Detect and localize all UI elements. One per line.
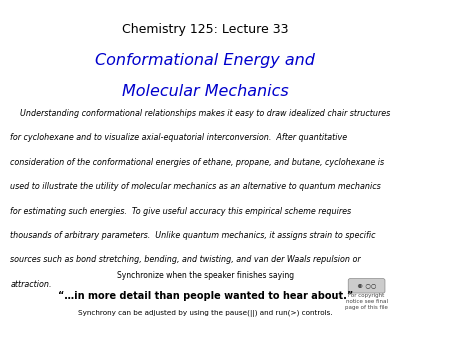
Text: used to illustrate the utility of molecular mechanics as an alternative to quant: used to illustrate the utility of molecu…: [10, 182, 381, 191]
Text: Molecular Mechanics: Molecular Mechanics: [122, 83, 289, 98]
Text: for cyclohexane and to visualize axial-equatorial interconversion.  After quanti: for cyclohexane and to visualize axial-e…: [10, 133, 347, 142]
Text: thousands of arbitrary parameters.  Unlike quantum mechanics, it assigns strain : thousands of arbitrary parameters. Unlik…: [10, 231, 376, 240]
Text: attraction.: attraction.: [10, 280, 52, 289]
Text: Conformational Energy and: Conformational Energy and: [95, 53, 315, 68]
Text: Synchronize when the speaker finishes saying: Synchronize when the speaker finishes sa…: [117, 271, 294, 280]
Text: “…in more detail than people wanted to hear about.”: “…in more detail than people wanted to h…: [58, 291, 353, 301]
Text: sources such as bond stretching, bending, and twisting, and van der Waals repuls: sources such as bond stretching, bending…: [10, 256, 361, 265]
Text: consideration of the conformational energies of ethane, propane, and butane, cyc: consideration of the conformational ener…: [10, 158, 384, 167]
Text: for estimating such energies.  To give useful accuracy this empirical scheme req: for estimating such energies. To give us…: [10, 207, 351, 216]
Text: For copyright
notice see final
page of this file: For copyright notice see final page of t…: [345, 293, 388, 310]
Text: Understanding conformational relationships makes it easy to draw idealized chair: Understanding conformational relationshi…: [10, 108, 391, 118]
Text: © ○○: © ○○: [357, 283, 376, 288]
FancyBboxPatch shape: [348, 279, 385, 293]
Text: Synchrony can be adjusted by using the pause(||) and run(>) controls.: Synchrony can be adjusted by using the p…: [78, 310, 333, 317]
Text: Chemistry 125: Lecture 33: Chemistry 125: Lecture 33: [122, 23, 288, 36]
